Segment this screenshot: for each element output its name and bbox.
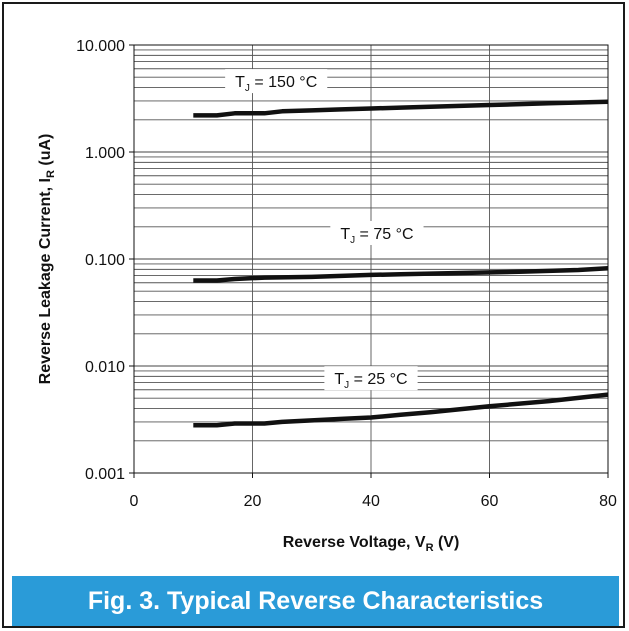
- series-label: TJ = 25 °C: [334, 371, 407, 391]
- x-tick-label: 0: [130, 493, 139, 510]
- series-label: TJ = 75 °C: [340, 226, 413, 246]
- series-line: [193, 265, 609, 283]
- y-tick-label: 0.100: [85, 252, 125, 269]
- series-annotations: TJ = 150 °C TJ = 75 °C TJ = 25 °C: [225, 69, 424, 391]
- x-axis: 0 20 40 60 80: [130, 473, 617, 510]
- y-axis-label: Reverse Leakage Current, IR (uA): [37, 134, 57, 385]
- y-tick-label: 0.010: [85, 359, 125, 376]
- series-line: [193, 392, 609, 428]
- y-axis: 0.001 0.010 0.100 1.000 10.000: [76, 38, 134, 483]
- series-lines: [193, 99, 609, 428]
- series-line: [193, 99, 609, 118]
- series-label-background: [225, 69, 328, 94]
- x-tick-label: 80: [599, 493, 617, 510]
- x-tick-label: 60: [481, 493, 499, 510]
- y-tick-label: 1.000: [85, 145, 125, 162]
- x-tick-label: 20: [244, 493, 262, 510]
- chart-title: Fig. 3. Typical Reverse Characteristics: [12, 576, 619, 626]
- series-label-background: [324, 366, 418, 391]
- x-axis-label: Reverse Voltage, VR (V): [283, 534, 460, 554]
- x-tick-label: 40: [362, 493, 380, 510]
- series-label: TJ = 150 °C: [235, 74, 317, 94]
- y-tick-label: 0.001: [85, 466, 125, 483]
- series-label-background: [330, 220, 424, 245]
- y-tick-label: 10.000: [76, 38, 125, 55]
